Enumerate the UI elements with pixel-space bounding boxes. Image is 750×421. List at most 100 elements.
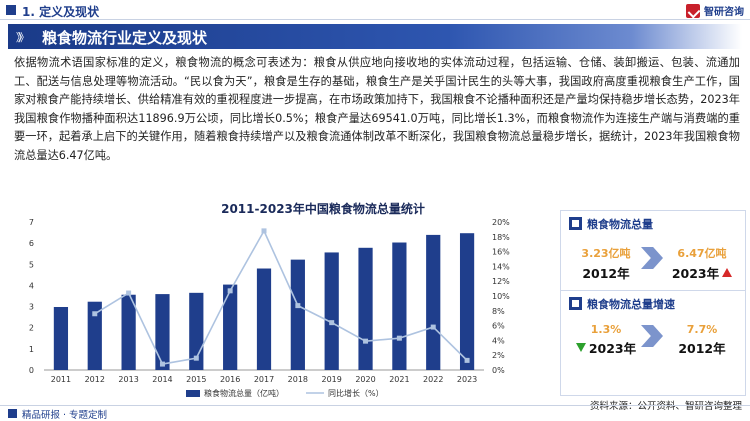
x-tick-label: 2011 xyxy=(51,375,71,384)
y-tick-label-right: 18% xyxy=(492,233,510,242)
y-tick-label-left: 2 xyxy=(29,324,34,333)
y-tick-label-right: 4% xyxy=(492,336,505,345)
card-title-icon xyxy=(569,297,582,310)
growth-point xyxy=(92,311,98,317)
growth-point xyxy=(261,228,267,234)
legend-line-label: 同比增长（%） xyxy=(328,388,384,398)
y-tick-label-left: 1 xyxy=(29,345,34,354)
growth-rate-card: 粮食物流总量增速 1.3% 2023年 7.7% 2012年 xyxy=(560,290,746,396)
bar xyxy=(155,294,170,370)
chevron-right-icon xyxy=(641,247,663,269)
footer-divider xyxy=(0,405,750,406)
stat-value: 7.7% xyxy=(686,323,718,336)
card-left-stat: 1.3% 2023年 xyxy=(571,323,641,357)
bar xyxy=(290,259,305,370)
x-tick-label: 2017 xyxy=(254,375,274,384)
y-tick-label-right: 10% xyxy=(492,292,510,301)
bar xyxy=(121,294,136,370)
y-tick-label-left: 6 xyxy=(29,239,34,248)
card-title: 粮食物流总量增速 xyxy=(587,298,675,311)
source-note: 资料来源：公开资料、智研咨询整理 xyxy=(589,401,742,412)
card-right-stat: 6.47亿吨 2023年 xyxy=(667,245,737,282)
y-tick-label-left: 4 xyxy=(29,281,34,290)
footer: 精品研报 · 专题定制 xyxy=(0,405,750,421)
brand-logo: 智研咨询 xyxy=(686,3,744,18)
y-tick-label-right: 6% xyxy=(492,322,505,331)
section-label: 1. 定义及现状 xyxy=(22,5,100,19)
card-body: 1.3% 2023年 7.7% 2012年 xyxy=(561,315,745,395)
growth-line xyxy=(94,229,468,365)
x-tick-label: 2018 xyxy=(288,375,308,384)
y-tick-label-right: 16% xyxy=(492,248,510,257)
stat-year-text: 2023年 xyxy=(588,341,637,356)
y-tick-label-right: 20% xyxy=(492,218,510,227)
bar xyxy=(426,234,441,370)
top-divider xyxy=(0,19,750,20)
brand-mark-icon xyxy=(686,3,700,18)
x-tick-label: 2023 xyxy=(457,375,477,384)
x-tick-label: 2015 xyxy=(186,375,206,384)
chevron-right-icon xyxy=(641,325,663,347)
section-square-icon xyxy=(6,5,16,15)
card-title: 粮食物流总量 xyxy=(587,218,653,231)
banner-arrows-icon: 》》 xyxy=(16,31,29,44)
chart-title: 2011-2023年中国粮食物流总量统计 xyxy=(221,202,425,216)
bar xyxy=(87,301,102,370)
bar xyxy=(392,242,407,370)
growth-point xyxy=(430,324,436,330)
card-header: 粮食物流总量增速 xyxy=(561,291,745,315)
x-tick-label: 2016 xyxy=(220,375,240,384)
title-banner: 》》 粮食物流行业定义及现状 xyxy=(8,24,742,49)
y-tick-label-left: 5 xyxy=(29,260,34,269)
footer-icon xyxy=(8,409,17,418)
bar xyxy=(223,284,238,370)
growth-point xyxy=(464,357,470,363)
x-tick-label: 2022 xyxy=(423,375,443,384)
stat-value: 1.3% xyxy=(590,323,622,336)
card-left-stat: 3.23亿吨 2012年 xyxy=(571,245,641,282)
intro-paragraph: 依据物流术语国家标准的定义，粮食物流的概念可表述为：粮食从供应地向接收地的实体流… xyxy=(14,56,740,162)
y-tick-label-right: 0% xyxy=(492,366,505,375)
x-tick-label: 2014 xyxy=(152,375,172,384)
top-bar: 1. 定义及现状 智研咨询 xyxy=(0,0,750,22)
page-title: 粮食物流行业定义及现状 xyxy=(42,29,208,47)
growth-point xyxy=(193,355,199,361)
stat-value: 6.47亿吨 xyxy=(677,247,727,260)
stat-value: 3.23亿吨 xyxy=(581,247,631,260)
y-tick-label-left: 0 xyxy=(29,366,34,375)
stat-year: 2012年 xyxy=(571,263,641,282)
x-tick-label: 2020 xyxy=(355,375,375,384)
card-right-stat: 7.7% 2012年 xyxy=(667,323,737,357)
footer-text: 精品研报 · 专题定制 xyxy=(22,410,108,421)
x-tick-label: 2019 xyxy=(322,375,342,384)
y-tick-label-right: 2% xyxy=(492,351,505,360)
x-tick-label: 2012 xyxy=(85,375,105,384)
growth-point xyxy=(295,303,301,309)
legend-bar-label: 粮食物流总量（亿吨） xyxy=(204,388,284,398)
y-tick-label-right: 8% xyxy=(492,307,505,316)
stat-year-text: 2012年 xyxy=(678,341,726,356)
growth-point xyxy=(227,288,233,294)
stat-year: 2023年 xyxy=(667,263,737,282)
growth-point xyxy=(363,338,369,344)
card-body: 3.23亿吨 2012年 6.47亿吨 2023年 xyxy=(561,235,745,315)
bar xyxy=(358,247,373,370)
card-title-icon xyxy=(569,217,582,230)
bar xyxy=(256,268,272,370)
legend-bar-swatch xyxy=(186,390,200,397)
stat-year: 2023年 xyxy=(571,338,641,357)
growth-point xyxy=(126,290,132,296)
bar xyxy=(459,233,475,370)
down-arrow-icon xyxy=(575,343,586,352)
up-arrow-icon xyxy=(722,268,733,277)
y-tick-label-left: 3 xyxy=(29,303,34,312)
growth-point xyxy=(396,335,402,341)
y-tick-label-right: 14% xyxy=(492,262,510,271)
growth-point xyxy=(159,361,165,367)
logistics-volume-chart: 0 1 2 3 4 5 6 7 0% 2% 4% 6% 8% 10% 12% 14% 16% 18% 20% 2011… xyxy=(29,218,510,398)
x-tick-label: 2021 xyxy=(389,375,409,384)
growth-point xyxy=(329,320,335,326)
bar xyxy=(324,252,339,370)
x-tick-label: 2013 xyxy=(118,375,138,384)
bar xyxy=(53,306,69,370)
